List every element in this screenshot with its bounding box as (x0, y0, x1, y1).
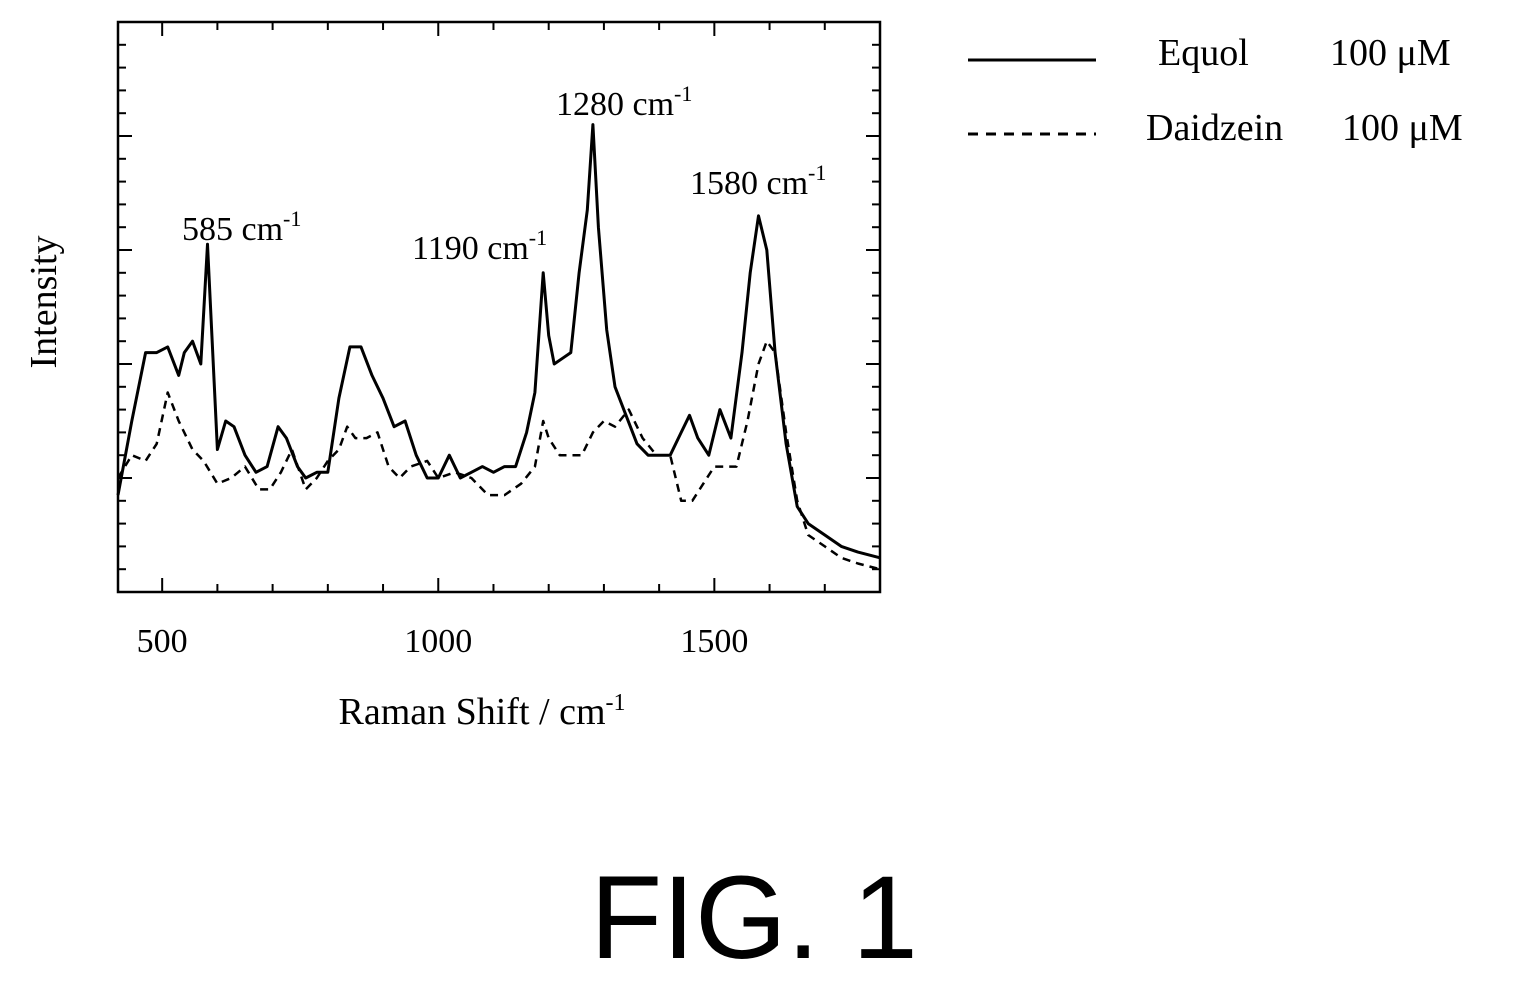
plot-frame (116, 20, 882, 594)
peak-label-1190: 1190 cm-1 (412, 225, 547, 267)
peak-label-585: 585 cm-1 (182, 206, 301, 248)
peak-label-text: 585 cm (182, 211, 283, 248)
legend-concentration-daidzein: 100 μM (1342, 107, 1463, 149)
figure-label: FIG. 1 (590, 852, 918, 981)
series-line-daidzein (116, 339, 881, 571)
y-axis-label: Intensity (23, 236, 65, 369)
x-axis-label-text: Raman Shift / cm (338, 691, 605, 733)
x-axis-label-superscript: -1 (606, 690, 626, 716)
peak-label-1580: 1580 cm-1 (690, 160, 826, 202)
peak-label-superscript: -1 (283, 206, 301, 231)
peak-label-text: 1580 cm (690, 165, 808, 202)
x-tick-label: 1000 (404, 623, 472, 660)
peak-label-text: 1190 cm (412, 230, 529, 267)
legend-label-daidzein: Daidzein (1146, 107, 1283, 149)
x-tick-label: 1500 (680, 623, 748, 660)
peak-label-superscript: -1 (674, 81, 692, 106)
legend-concentration-equol: 100 μM (1330, 32, 1451, 74)
x-axis-label: Raman Shift / cm-1 (338, 690, 625, 733)
x-tick-label: 500 (137, 623, 188, 660)
legend: Equol 100 μM Daidzein 100 μM (968, 32, 1463, 149)
legend-label-equol: Equol (1158, 32, 1249, 74)
peak-label-text: 1280 cm (556, 86, 674, 123)
x-tick-labels: 500 1000 1500 (137, 623, 749, 660)
peak-label-superscript: -1 (808, 160, 826, 185)
peak-label-superscript: -1 (529, 225, 547, 250)
peak-annotations: 585 cm-1 1190 cm-1 1280 cm-1 1580 cm-1 (182, 81, 826, 267)
ticks-layer (118, 22, 881, 592)
series-layer (116, 123, 881, 571)
series-line-equol (116, 123, 881, 560)
peak-label-1280: 1280 cm-1 (556, 81, 692, 123)
